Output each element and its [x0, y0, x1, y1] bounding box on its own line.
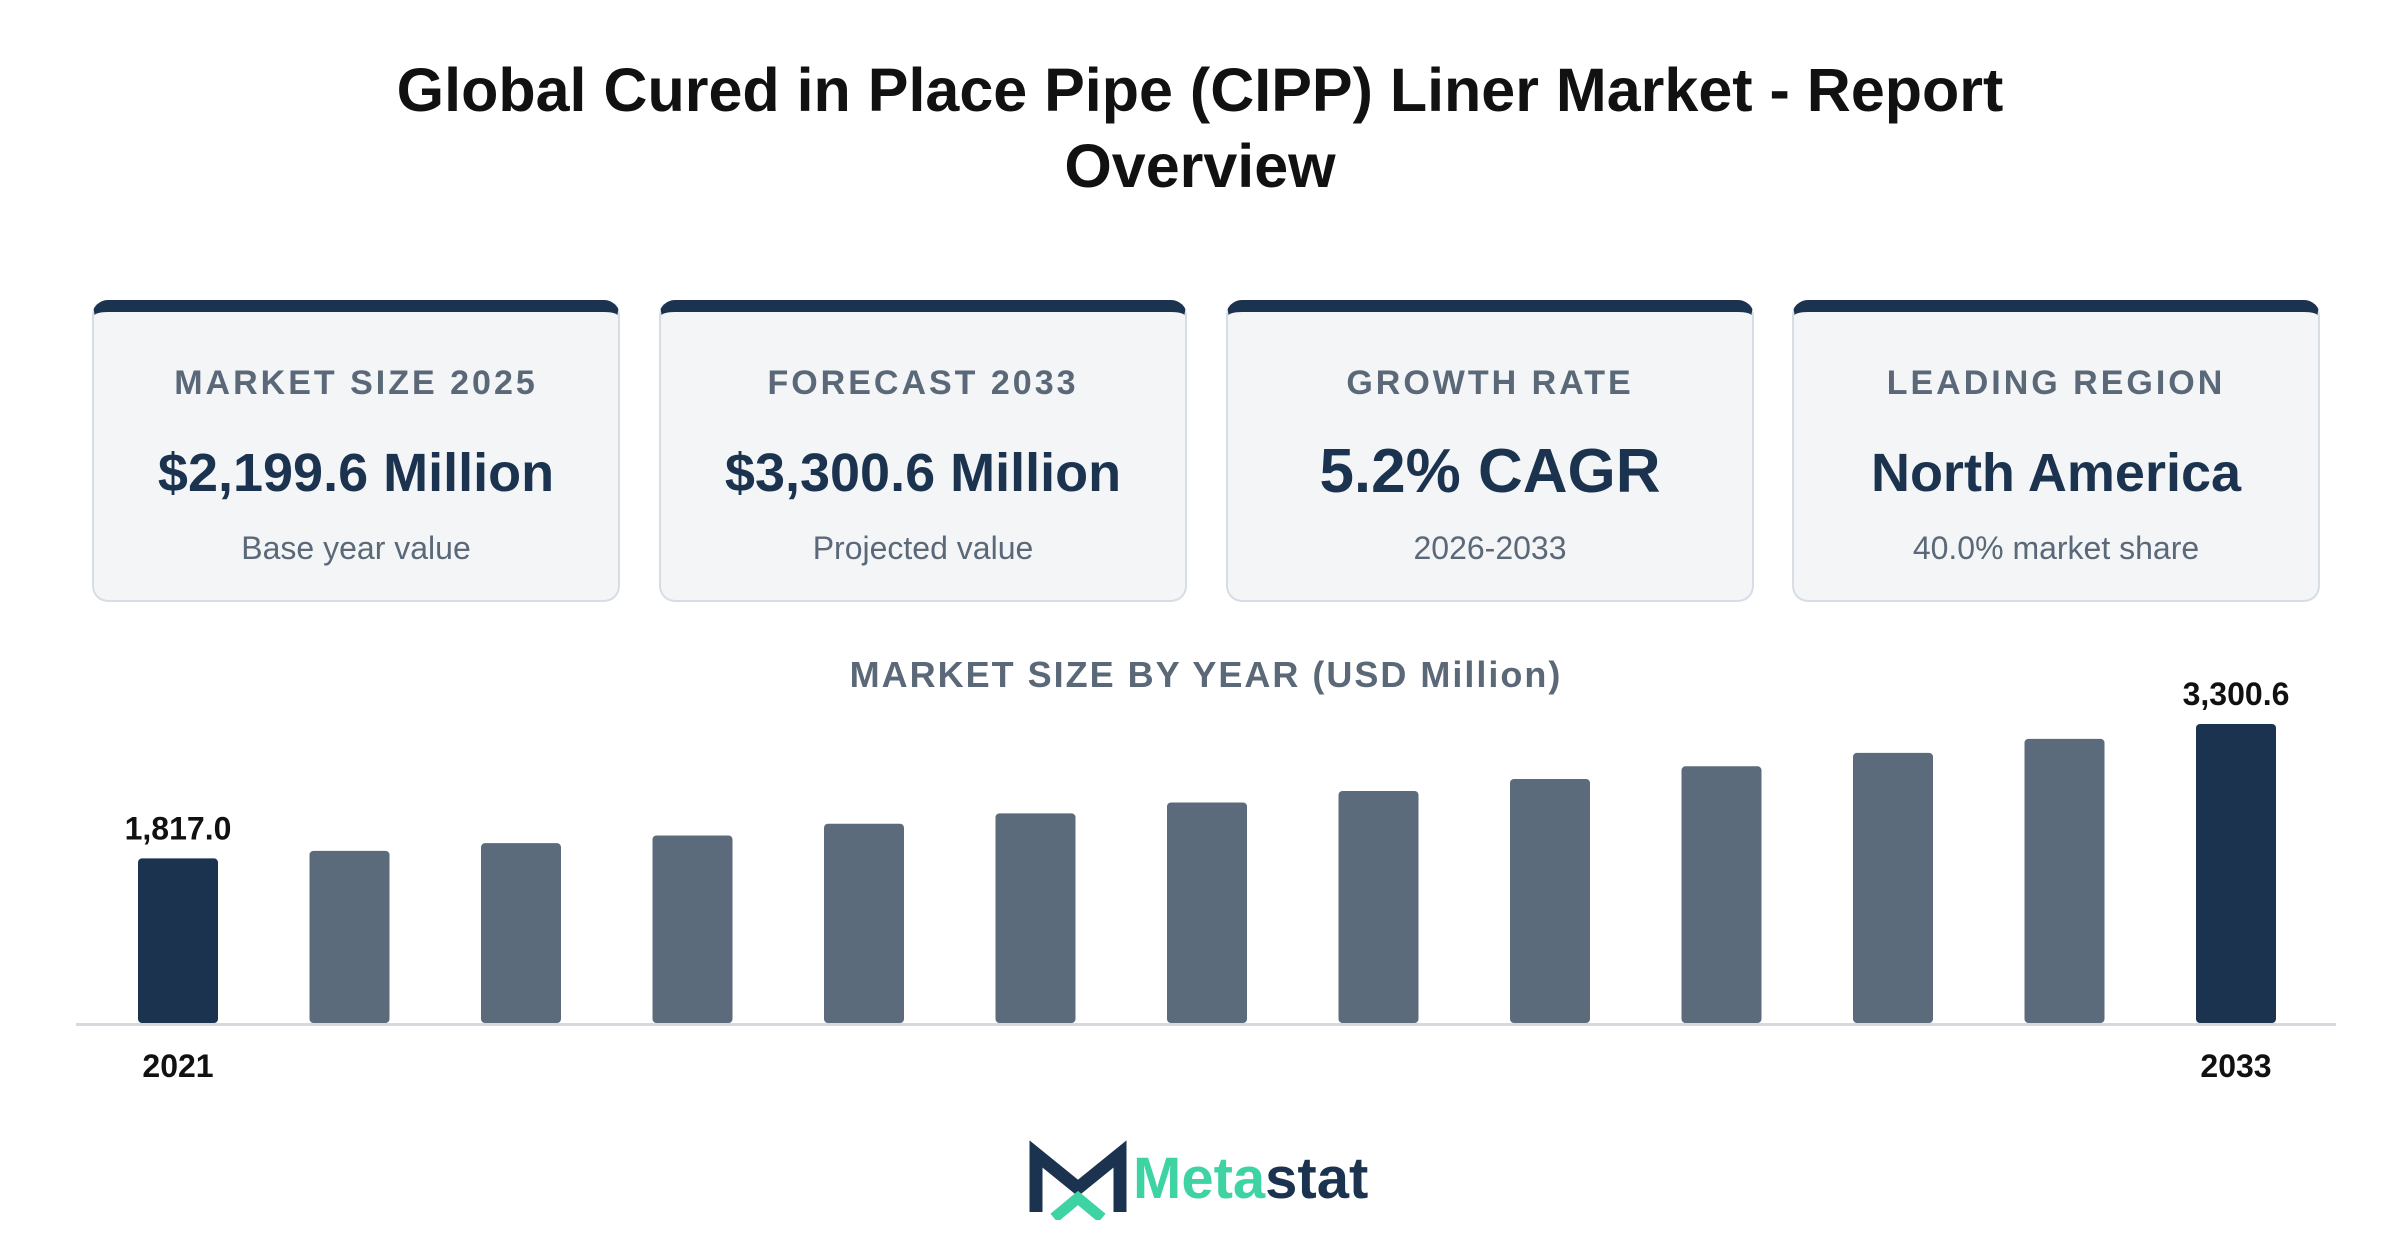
market-size-card: MARKET SIZE 2025 $2,199.6 Million Base y…	[92, 300, 620, 602]
card-value: North America	[1870, 443, 2242, 503]
card-subtext: 40.0% market share	[1912, 530, 2200, 566]
bar-2022	[309, 850, 390, 1023]
card-label: GROWTH RATE	[1346, 364, 1634, 402]
card-subtext: Base year value	[241, 530, 471, 566]
bar-2033	[2196, 724, 2276, 1023]
bar-2032	[2024, 738, 2105, 1023]
card-value: 5.2% CAGR	[1319, 437, 1661, 506]
card-label: FORECAST 2033	[767, 364, 1079, 402]
bar-2029	[1510, 778, 1590, 1023]
metastat-logo: Metastat	[1028, 1140, 1408, 1223]
logo-text-meta: Meta	[1133, 1146, 1266, 1211]
growth-rate-card: GROWTH RATE 5.2% CAGR 2026-2033	[1226, 300, 1754, 602]
card-subtext: 2026-2033	[1413, 530, 1567, 566]
page-title: Global Cured in Place Pipe (CIPP) Liner …	[396, 56, 2004, 200]
leading-region-card: LEADING REGION North America 40.0% marke…	[1792, 300, 2320, 602]
card-value: $2,199.6 Million	[157, 443, 555, 503]
metastat-logo-icon	[1029, 1140, 1127, 1223]
card-label: MARKET SIZE 2025	[174, 364, 538, 402]
x-tick-label-2033: 2033	[2200, 1048, 2271, 1084]
bar-2023	[481, 843, 561, 1023]
forecast-card: FORECAST 2033 $3,300.6 Million Projected…	[659, 300, 1187, 602]
bar-2026	[995, 813, 1076, 1023]
bar-2021	[138, 858, 218, 1023]
bar-2024	[652, 835, 733, 1023]
bar-2027	[1167, 802, 1247, 1023]
card-label: LEADING REGION	[1886, 364, 2226, 402]
x-tick-label-2021: 2021	[142, 1048, 213, 1084]
bar-2030	[1681, 766, 1762, 1023]
logo-text-stat: stat	[1265, 1146, 1369, 1211]
bar-2025	[824, 823, 904, 1023]
card-value: $3,300.6 Million	[724, 443, 1122, 503]
data-label-2033: 3,300.6	[2183, 676, 2290, 712]
summary-cards: MARKET SIZE 2025 $2,199.6 Million Base y…	[92, 300, 2320, 604]
card-subtext: Projected value	[812, 530, 1034, 566]
metastat-wordmark: Metastat	[1133, 1146, 1368, 1212]
chart-title: MARKET SIZE BY YEAR (USD Million)	[849, 654, 1563, 695]
bar-2028	[1338, 791, 1419, 1023]
data-label-2021: 1,817.0	[125, 810, 232, 846]
bar-2031	[1853, 752, 1933, 1023]
